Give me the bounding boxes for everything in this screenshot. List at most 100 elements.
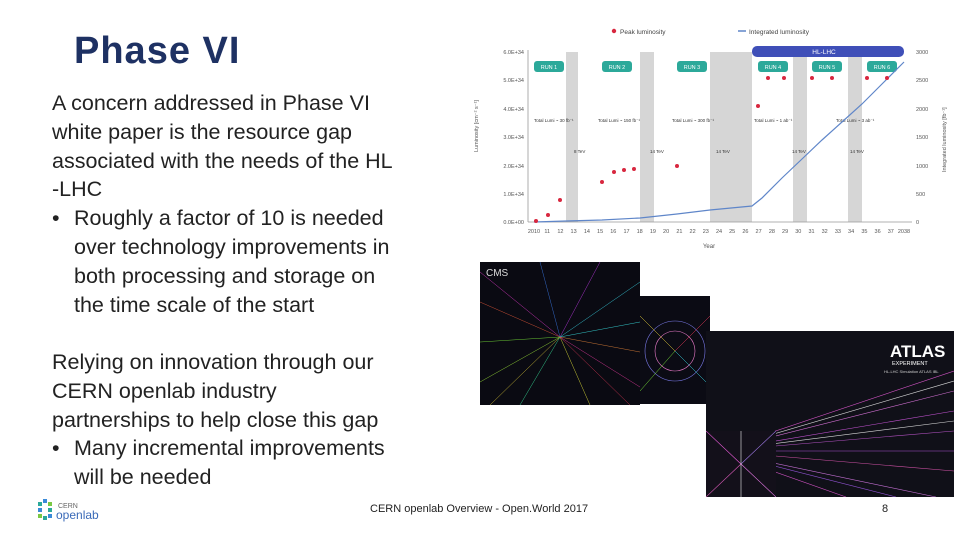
text-line: associated with the needs of the HL	[52, 148, 393, 173]
peak-point	[782, 76, 786, 80]
peak-point	[865, 76, 869, 80]
run-label: RUN 2	[609, 65, 626, 71]
peak-point	[558, 198, 562, 202]
tick-label: 1500	[916, 135, 928, 141]
tick-label: 5.0E+34	[503, 78, 524, 84]
year-tick-label: 22	[690, 229, 696, 235]
text-line: both processing and storage on	[74, 263, 376, 288]
text-line: will be needed	[74, 465, 212, 490]
annotation: Total Lumi ~ 3 ab⁻¹	[836, 118, 875, 123]
event-side-graphic	[640, 315, 710, 392]
shutdown-band	[848, 52, 862, 222]
annotation: Total Lumi ~ 150 fb⁻¹	[598, 118, 641, 123]
run-box	[812, 61, 842, 72]
tick-label: 500	[916, 192, 925, 198]
atlas-caption: HL-LHC Simulation ATLAS IBL	[884, 369, 939, 374]
run-label: RUN 1	[541, 65, 558, 71]
slide-title: Phase VI	[74, 30, 241, 72]
run-box	[867, 61, 897, 72]
run-box	[534, 61, 564, 72]
page-number: 8	[882, 503, 889, 515]
tick-label: 1.0E+34	[503, 192, 524, 198]
peak-point	[756, 104, 760, 108]
text-line: -LHC	[52, 177, 103, 202]
text-line: Roughly a factor of 10 is needed	[74, 206, 384, 231]
energy-label: 14 TeV	[850, 149, 864, 154]
shutdown-bands	[566, 52, 862, 222]
shutdown-band	[640, 52, 654, 222]
year-tick-label: 28	[769, 229, 775, 235]
tick-label: 2.0E+34	[503, 164, 524, 170]
year-tick-label: 17	[623, 229, 629, 235]
hl-lhc-bar	[752, 46, 904, 57]
shutdown-band	[793, 52, 807, 222]
right-axis-title: Integrated luminosity [fb⁻¹]	[942, 107, 948, 172]
year-tick-label: 34	[848, 229, 854, 235]
peak-point	[830, 76, 834, 80]
cms-event-display: CMS	[480, 262, 640, 405]
bullet-item-improvements: • Many incremental improvements	[52, 434, 442, 463]
text-line: white paper is the resource gap	[52, 119, 352, 144]
year-tick-label: 13	[571, 229, 577, 235]
year-tick-label: 14	[584, 229, 590, 235]
legend-integrated-label: Integrated luminosity	[749, 29, 810, 36]
event-display-side	[640, 296, 710, 404]
tick-label: 3.0E+34	[503, 135, 524, 141]
energy-labels: 8 TeV 14 TeV 14 TeV 14 TeV 14 TeV	[574, 149, 864, 154]
tick-label: 0.0E+00	[503, 220, 524, 226]
run-label: RUN 3	[684, 65, 701, 71]
annotation: Total Lumi ~ 1 ab⁻¹	[754, 118, 793, 123]
year-tick-label: 19	[650, 229, 656, 235]
run-label: RUN 5	[819, 65, 836, 71]
year-tick-label: 16	[610, 229, 616, 235]
chart-annotations: Total Lumi ~ 30 fb⁻¹ Total Lumi ~ 150 fb…	[534, 118, 875, 123]
text-line: the time scale of the start	[74, 292, 315, 317]
year-tick-label: 29	[782, 229, 788, 235]
text-line: Relying on innovation through our	[52, 350, 374, 374]
hl-lhc-label: HL-LHC	[812, 49, 836, 56]
annotation: Total Lumi ~ 30 fb⁻¹	[534, 118, 574, 123]
year-tick-label: 27	[756, 229, 762, 235]
legend-peak-marker	[611, 28, 617, 34]
lhc-luminosity-chart: Peak luminosity Integrated luminosity HL…	[474, 28, 948, 250]
logo-bottom-text: openlab	[56, 508, 99, 522]
x-axis-title: Year	[703, 244, 715, 250]
text-line: CERN openlab industry	[52, 378, 277, 403]
event-display-bottom	[706, 431, 776, 497]
year-tick-label: 2010	[528, 229, 540, 235]
tick-label: 0	[916, 220, 919, 226]
peak-point	[675, 164, 679, 168]
annotation: Total Lumi ~ 300 fb⁻¹	[672, 118, 715, 123]
footer-caption: CERN openlab Overview - Open.World 2017	[370, 503, 589, 515]
integrated-luminosity-line	[533, 61, 905, 223]
tick-label: 4.0E+34	[503, 107, 524, 113]
run-label: RUN 4	[765, 65, 782, 71]
peak-point	[632, 167, 636, 171]
peak-point	[600, 180, 604, 184]
run-label: RUN 6	[874, 65, 891, 71]
year-tick-label: 31	[808, 229, 814, 235]
year-tick-label: 15	[597, 229, 603, 235]
year-tick-label: 37	[888, 229, 894, 235]
tick-label: 1000	[916, 164, 928, 170]
cern-openlab-logo: CERN openlab	[36, 498, 146, 522]
year-tick-label: 2038	[898, 229, 910, 235]
peak-point	[546, 213, 550, 217]
year-tick-label: 30	[795, 229, 801, 235]
run-box	[677, 61, 707, 72]
text-block-innovation: Relying on innovation through our CERN o…	[52, 348, 442, 492]
logo-top-text: CERN	[58, 503, 78, 510]
event-bottom-graphic	[706, 431, 776, 497]
atlas-logo-text: ATLAS	[890, 342, 945, 361]
text-block-resource-gap: A concern addressed in Phase VI white pa…	[52, 89, 442, 319]
openlab-dots-icon	[38, 499, 52, 520]
tick-label: 2000	[916, 107, 928, 113]
peak-point	[622, 168, 626, 172]
tick-label: 2500	[916, 78, 928, 84]
bullet-item-factor: • Roughly a factor of 10 is needed	[52, 204, 442, 233]
bullet-marker: •	[52, 436, 60, 461]
peak-point	[766, 76, 770, 80]
tick-label: 3000	[916, 50, 928, 56]
energy-label: 14 TeV	[650, 149, 664, 154]
run-box	[758, 61, 788, 72]
